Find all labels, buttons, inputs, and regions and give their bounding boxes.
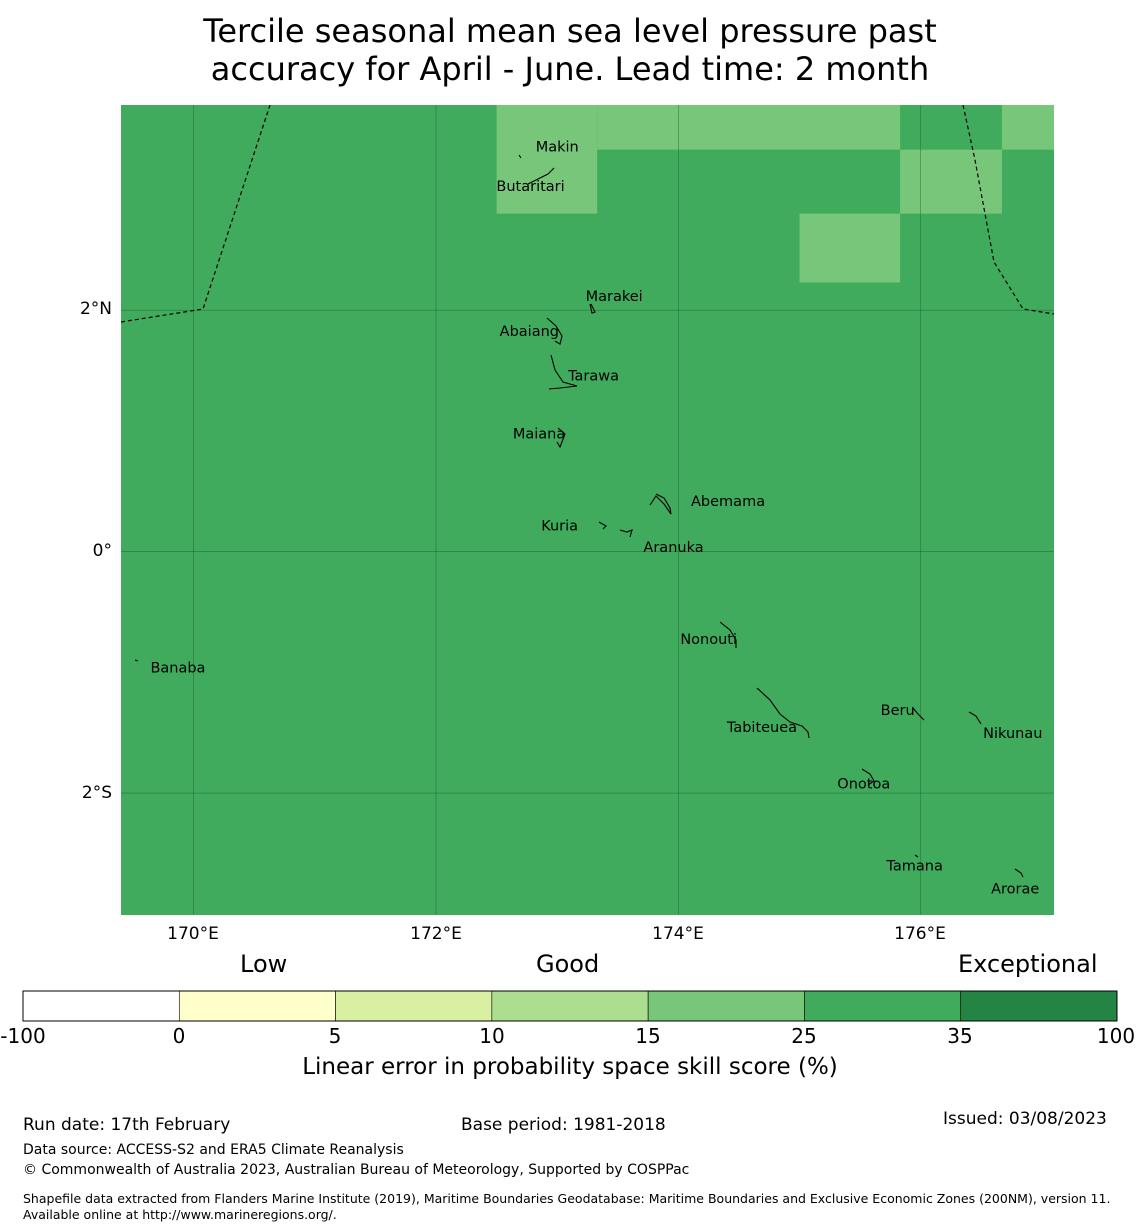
island-nonouti <box>719 621 737 648</box>
title-line-1: Tercile seasonal mean sea level pressure… <box>203 12 937 50</box>
colorbar-tick: 35 <box>947 1024 973 1048</box>
colorbar-segment <box>647 990 805 1022</box>
place-label: Abaiang <box>500 324 559 340</box>
issued-date: Issued: 03/08/2023 <box>943 1109 1107 1129</box>
place-label: Tarawa <box>567 369 619 385</box>
place-label: Onotoa <box>837 777 890 793</box>
colorbar-segment <box>178 990 336 1022</box>
skill-cell-good <box>597 105 901 150</box>
island-tabiteuea <box>756 687 810 739</box>
skill-cell-good <box>900 149 1002 214</box>
island-arorae <box>1014 868 1024 878</box>
island-maiana <box>556 427 566 449</box>
island-abaiang <box>546 317 563 345</box>
place-label: Nonouti <box>680 632 737 648</box>
place-label: Marakei <box>586 289 643 305</box>
island-kuria <box>598 521 607 530</box>
island-banaba <box>134 659 139 662</box>
place-label: Abemama <box>691 494 765 510</box>
island-butaritari <box>527 167 555 185</box>
skill-field-background <box>121 105 1054 915</box>
base-period: Base period: 1981-2018 <box>461 1115 666 1135</box>
copyright: © Commonwealth of Australia 2023, Austra… <box>23 1162 690 1178</box>
lon-label-170e: 170°E <box>167 924 219 944</box>
colorbar-tick: 100 <box>1096 1024 1136 1048</box>
island-aranuka <box>619 529 633 538</box>
run-date: Run date: 17th February <box>23 1115 231 1135</box>
lat-label-2n: 2°N <box>79 299 112 319</box>
island-makin <box>518 154 522 159</box>
skill-cell-good <box>1001 105 1054 150</box>
colorbar-segment <box>22 990 180 1022</box>
island-tarawa <box>548 354 578 390</box>
colorbar-tick: 25 <box>791 1024 817 1048</box>
colorbar-category-low: Low <box>240 950 288 978</box>
lon-label-176e: 176°E <box>894 924 946 944</box>
colorbar-tick: -100 <box>0 1024 46 1048</box>
shapefile-credit: Shapefile data extracted from Flanders M… <box>23 1191 1111 1222</box>
island-nikunau <box>968 711 982 725</box>
colorbar-tick: 5 <box>328 1024 342 1048</box>
skill-cell-good <box>799 213 901 283</box>
place-label: Tabiteuea <box>726 720 797 736</box>
colorbar-segment <box>960 990 1118 1022</box>
colorbar-label: Linear error in probability space skill … <box>302 1054 838 1080</box>
colorbar-category-good: Good <box>536 950 600 978</box>
island-beru <box>912 707 925 721</box>
place-label: Kuria <box>541 518 578 534</box>
eez-boundary-east <box>962 104 1055 315</box>
lon-label-172e: 172°E <box>410 924 462 944</box>
place-label: Beru <box>881 703 915 719</box>
colorbar-segment <box>335 990 493 1022</box>
lat-label-0: 0° <box>92 541 112 561</box>
eez-boundary-west <box>120 104 271 323</box>
place-label: Butaritari <box>496 179 564 195</box>
colorbar-tick: 10 <box>479 1024 505 1048</box>
place-label: Banaba <box>150 661 205 677</box>
lat-label-2s: 2°S <box>81 783 112 803</box>
island-tamana <box>914 854 919 858</box>
chart-title: Tercile seasonal mean sea level pressure… <box>0 12 1140 88</box>
colorbar-segment <box>491 990 649 1022</box>
lon-label-174e: 174°E <box>652 924 704 944</box>
colorbar-category-exceptional: Exceptional <box>958 950 1098 978</box>
title-line-2: accuracy for April - June. Lead time: 2 … <box>210 50 930 88</box>
colorbar <box>22 990 1118 1022</box>
island-marakei <box>589 303 596 314</box>
data-source: Data source: ACCESS-S2 and ERA5 Climate … <box>23 1142 404 1158</box>
place-label: Aranuka <box>643 540 703 556</box>
colorbar-segment <box>804 990 962 1022</box>
island-onotoa <box>861 768 875 786</box>
colorbar-tick: 15 <box>635 1024 661 1048</box>
place-label: Maiana <box>513 427 565 443</box>
map-area: Makin Butaritari Marakei Abaiang Tarawa Maian… <box>120 104 1055 915</box>
colorbar-frame <box>22 990 1118 1022</box>
place-label: Tamana <box>885 859 942 875</box>
place-label: Nikunau <box>983 726 1042 742</box>
island-abemama <box>649 493 672 515</box>
skill-cell-good <box>496 105 598 214</box>
place-label: Makin <box>536 139 579 155</box>
colorbar-tick: 0 <box>172 1024 186 1048</box>
place-label: Arorae <box>991 882 1039 898</box>
